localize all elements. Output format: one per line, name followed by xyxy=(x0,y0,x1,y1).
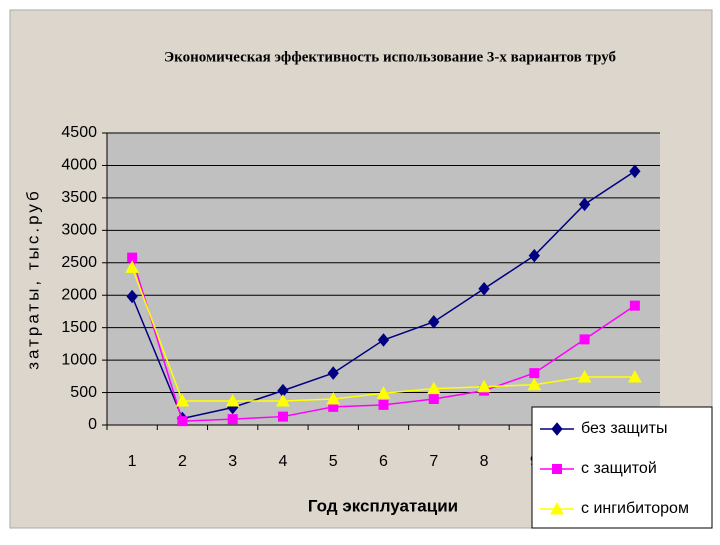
x-tick-label: 8 xyxy=(480,453,489,470)
x-tick-label: 4 xyxy=(279,453,288,470)
marker xyxy=(377,333,390,347)
legend-label: с защитой xyxy=(581,460,657,477)
marker xyxy=(428,315,440,329)
y-tick-label: 4500 xyxy=(61,124,97,141)
marker xyxy=(426,381,441,395)
marker xyxy=(227,414,238,425)
marker xyxy=(327,366,339,380)
y-axis-label: затраты, тыс.руб xyxy=(23,188,42,370)
marker xyxy=(225,393,240,407)
marker xyxy=(529,368,540,379)
y-tick-label: 1000 xyxy=(61,351,97,368)
marker xyxy=(428,394,439,405)
marker xyxy=(276,393,290,407)
marker xyxy=(125,260,139,273)
marker xyxy=(577,369,592,383)
legend-label: без защиты xyxy=(581,420,667,437)
x-tick-label: 2 xyxy=(178,453,187,470)
marker xyxy=(175,393,190,407)
x-tick-label: 6 xyxy=(379,453,388,470)
marker xyxy=(376,386,391,399)
x-tick-label: 3 xyxy=(228,453,237,470)
x-tick-label: 5 xyxy=(329,453,338,470)
marker xyxy=(326,392,341,405)
marker xyxy=(578,197,591,212)
marker xyxy=(126,289,138,304)
marker xyxy=(551,422,563,436)
y-tick-label: 1500 xyxy=(61,319,97,336)
marker xyxy=(552,464,562,474)
y-tick-label: 0 xyxy=(88,416,97,433)
marker xyxy=(527,377,542,391)
y-tick-label: 2000 xyxy=(61,286,97,303)
y-tick-label: 4000 xyxy=(61,157,97,174)
chart-title: Экономическая эффективность использовани… xyxy=(164,49,616,65)
marker xyxy=(277,411,288,422)
marker xyxy=(629,164,641,179)
marker xyxy=(528,248,540,263)
y-tick-label: 500 xyxy=(70,384,97,401)
plot-area xyxy=(107,133,660,425)
x-axis-label: Год эксплуатации xyxy=(308,496,458,515)
marker xyxy=(378,399,389,410)
y-tick-label: 2500 xyxy=(61,254,97,271)
y-tick-label: 3000 xyxy=(61,222,97,239)
legend-label: с ингибитором xyxy=(581,500,689,517)
marker xyxy=(477,379,491,393)
marker xyxy=(177,416,188,427)
marker xyxy=(478,281,490,296)
x-tick-label: 1 xyxy=(128,453,137,470)
y-tick-label: 3500 xyxy=(61,189,97,206)
marker xyxy=(629,300,640,311)
marker xyxy=(127,252,138,263)
x-tick-label: 7 xyxy=(429,453,438,470)
marker xyxy=(550,501,564,515)
marker xyxy=(579,334,590,345)
marker xyxy=(628,369,642,383)
